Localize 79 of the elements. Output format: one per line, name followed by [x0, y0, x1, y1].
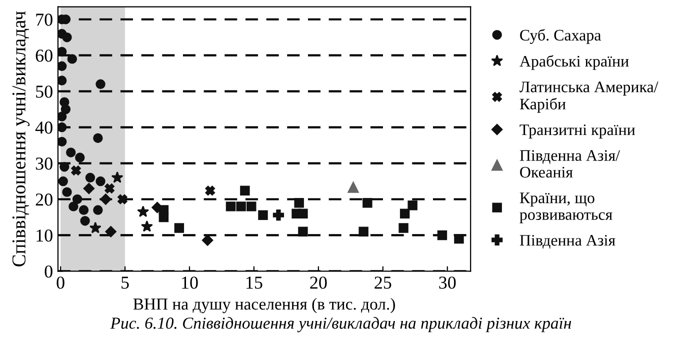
y-tick-label: 0 — [44, 265, 52, 278]
x-tick-label: 15 — [246, 276, 262, 289]
point — [67, 54, 78, 64]
legend-label: Суб. Сахара — [520, 29, 602, 44]
legend-label: Транзитні країни — [520, 124, 636, 138]
point — [75, 152, 85, 162]
y-tick-label: 70 — [36, 14, 52, 26]
point — [96, 176, 106, 186]
point — [226, 202, 236, 212]
x-tick-label: 10 — [182, 276, 198, 289]
point — [398, 223, 408, 233]
point — [258, 210, 268, 220]
legend-label: Латинська Америка/ Каріби — [520, 82, 658, 113]
point — [104, 184, 114, 194]
point — [137, 206, 150, 218]
point — [298, 226, 308, 236]
y-tick-label: 10 — [36, 229, 52, 242]
point — [85, 172, 96, 183]
point — [294, 198, 304, 208]
point — [83, 182, 95, 194]
point — [118, 194, 128, 204]
point — [348, 182, 359, 193]
point — [202, 234, 214, 246]
point — [58, 46, 67, 57]
legend-label: Південна Азія/ Океанія — [520, 150, 620, 178]
point — [72, 194, 82, 204]
point — [60, 162, 70, 172]
point — [140, 220, 153, 232]
point — [58, 176, 68, 186]
point — [66, 148, 76, 158]
point — [158, 205, 169, 215]
point — [93, 133, 103, 143]
point — [58, 112, 67, 122]
x-tick-label: 20 — [310, 276, 327, 289]
text: Рис. 6.10. Співвідношення учні/викладач на прикладі різних країн — [110, 317, 572, 332]
point — [240, 186, 250, 196]
point — [58, 136, 67, 147]
point — [362, 198, 372, 208]
point — [62, 32, 72, 42]
y-tick-label: 20 — [36, 194, 52, 206]
x-tick-label: 30 — [439, 276, 456, 289]
y-tick-label: 40 — [35, 122, 52, 134]
point — [272, 210, 284, 221]
point — [58, 122, 67, 132]
point — [60, 104, 71, 114]
point — [292, 208, 302, 218]
x-tick-label: 5 — [122, 276, 129, 289]
legend-label: Країни, що розвиваються — [520, 192, 612, 224]
point — [408, 200, 418, 210]
point — [246, 202, 256, 212]
point — [236, 202, 246, 212]
point — [78, 205, 89, 215]
point — [80, 216, 90, 226]
legend-label: Арабські країни — [520, 55, 629, 70]
x-tick-label: 0 — [56, 276, 64, 289]
point — [454, 234, 464, 244]
point — [71, 166, 81, 176]
point — [58, 61, 67, 71]
y-tick-label: 60 — [36, 50, 52, 62]
point — [58, 76, 67, 86]
y-tick-label: 30 — [36, 158, 52, 170]
y-tick-label: 50 — [36, 86, 52, 98]
point — [105, 226, 116, 238]
y-axis-title: Співвідношення учні/викладач — [12, 11, 30, 266]
point — [205, 186, 215, 196]
point — [68, 202, 78, 212]
point — [62, 187, 72, 197]
point — [400, 208, 410, 218]
point — [89, 222, 102, 234]
point — [437, 230, 448, 240]
point — [93, 205, 103, 215]
x-axis-title: ВНП на душу населення (в тис. дол.) — [133, 298, 395, 314]
point — [96, 79, 106, 89]
point — [111, 171, 124, 183]
point — [174, 223, 184, 233]
legend-label: Південна Азія — [520, 234, 616, 249]
point — [358, 226, 368, 236]
point — [100, 194, 112, 205]
x-tick-label: 25 — [374, 276, 392, 289]
